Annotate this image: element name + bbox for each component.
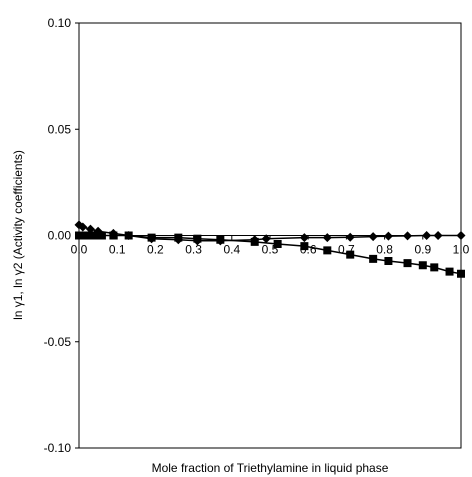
x-axis-title: Mole fraction of Triethylamine in liquid… [152,461,389,475]
data-point-square [124,231,133,240]
data-point-diamond [85,224,95,234]
y-tick-label: 0.00 [48,229,72,243]
y-tick-label: 0.05 [48,122,72,136]
data-point-square [457,269,465,278]
data-point-diamond [383,231,393,241]
data-point-diamond [78,222,88,232]
data-point-square [147,233,156,242]
data-point-square [403,259,412,268]
data-point-square [90,231,99,240]
data-point-diamond [422,231,432,240]
x-tick-label: 0.0 [71,243,88,257]
data-point-square [369,254,378,263]
x-tick-label: 0.8 [376,243,393,257]
series-layer [74,220,466,278]
data-point-square [82,231,91,240]
data-point-diamond [368,232,378,242]
x-tick-label: 1.0 [453,243,470,257]
data-point-diamond [261,234,271,244]
data-point-square [216,235,225,244]
data-point-square [109,231,118,240]
data-point-square [300,242,309,251]
y-axis-tick-labels: 0.10 0.05 0.00 -0.05 -0.10 [44,16,79,455]
data-point-diamond [433,231,443,240]
y-tick-label: 0.10 [48,16,72,30]
data-point-square [174,233,183,242]
data-point-square [193,234,202,243]
y-tick-label: -0.10 [44,441,72,455]
y-tick-label: -0.05 [44,335,72,349]
x-tick-label: 0.1 [109,243,126,257]
data-point-diamond [322,233,332,243]
y-axis-title: ln γ1, ln γ2 (Activity coefficients) [11,150,25,320]
data-point-diamond [403,231,413,241]
data-point-square [323,246,332,255]
data-point-square [97,231,106,240]
data-point-diamond [299,233,309,243]
data-point-square [418,261,427,270]
data-point-diamond [456,231,466,240]
data-point-square [384,257,393,265]
data-point-diamond [345,232,355,242]
data-point-square [250,237,259,246]
x-tick-label: 0.4 [223,243,240,257]
x-tick-label: 0.2 [147,243,164,257]
x-tick-label: 0.3 [185,243,202,257]
data-point-square [445,267,454,276]
x-tick-label: 0.9 [414,243,431,257]
data-point-square [430,263,439,272]
data-point-square [273,240,282,248]
data-point-square [346,250,355,259]
series-2 [75,231,465,278]
